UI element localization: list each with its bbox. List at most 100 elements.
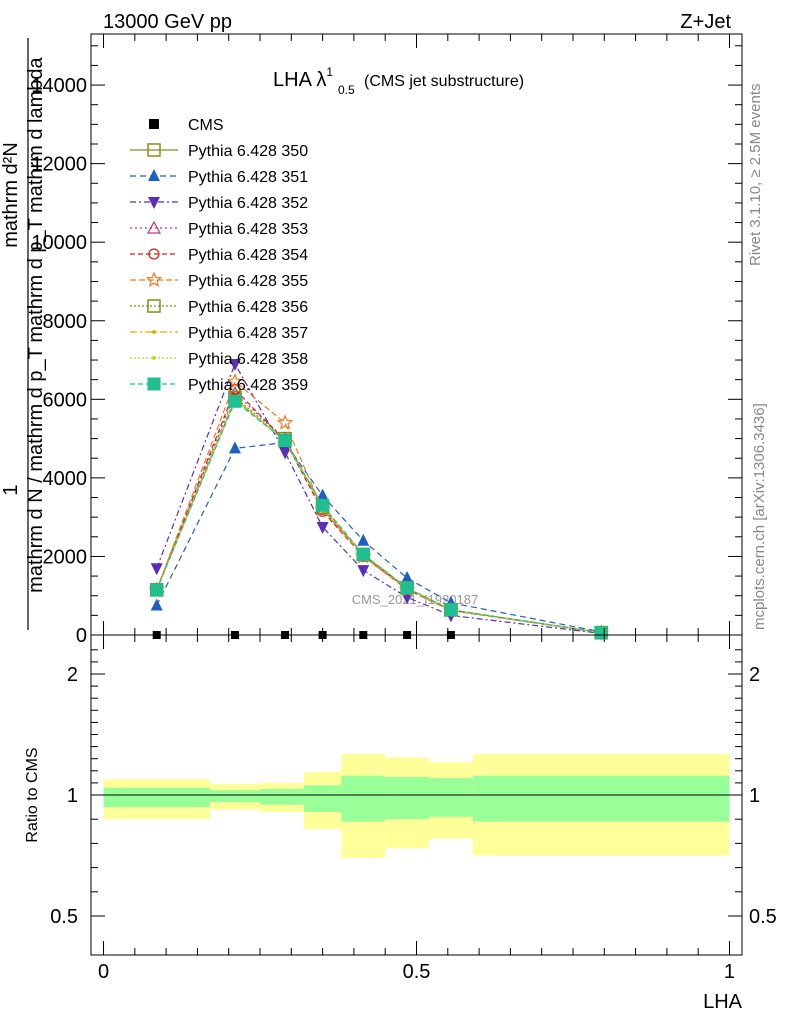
ratio-band-green	[260, 788, 304, 805]
legend-item-9: Pythia 6.428 358	[130, 351, 308, 368]
data-point-3	[279, 447, 292, 460]
xtick-label: 0	[98, 961, 109, 983]
ratio-ytick-label-right: 2	[749, 664, 760, 686]
ratio-band-green	[103, 787, 210, 808]
series-line-2	[156, 441, 602, 633]
main-title: LHA λ1 0.5 (CMS jet substructure)	[273, 65, 524, 97]
main-title-sub: 0.5	[338, 83, 355, 97]
data-point-2	[228, 441, 241, 454]
data-point-10	[150, 583, 164, 597]
legend-swatch-marker	[148, 169, 160, 181]
data-point-2	[357, 533, 370, 546]
ratio-y-label: Ratio to CMS	[24, 747, 41, 842]
main-ytick-label: 0	[76, 625, 87, 647]
main-series	[148, 358, 610, 641]
series-line-9	[156, 398, 602, 634]
ylabel-lower-line1: 1	[0, 484, 22, 495]
main-title-rest: (CMS jet substructure)	[364, 73, 524, 90]
ratio-band-green	[303, 785, 342, 812]
legend-swatch-marker	[147, 143, 161, 157]
legend-swatch-marker	[147, 299, 161, 313]
main-ytick-label: 4000	[43, 468, 88, 490]
data-point-6	[276, 414, 294, 430]
legend-label: CMS	[188, 117, 224, 134]
main-panel: 0 2000 4000 6000 8000 10000 12000 14000 CMS_202…	[0, 33, 743, 647]
legend-item-8: Pythia 6.428 357	[130, 325, 308, 342]
data-point-3	[357, 565, 370, 578]
xtick-label: 0.5	[403, 961, 431, 983]
legend-item-5: Pythia 6.428 354	[130, 247, 308, 264]
legend-item-4: Pythia 6.428 353	[130, 220, 308, 238]
legend-label: Pythia 6.428 356	[188, 299, 308, 316]
legend-swatch-marker	[145, 271, 163, 287]
main-ytick-label: 10000	[31, 232, 87, 254]
legend-item-1: Pythia 6.428 350	[130, 143, 308, 160]
ratio-band-green	[385, 776, 430, 820]
data-point-10	[278, 434, 292, 448]
svg-text:LHA λ1: LHA λ1	[273, 65, 333, 91]
ylabel-upper-line1: mathrm d²N	[0, 142, 22, 248]
data-point-3	[150, 563, 163, 576]
data-point-3	[316, 521, 329, 534]
legend-label: Pythia 6.428 355	[188, 273, 308, 290]
ratio-ytick-label-left: 2	[67, 664, 78, 686]
ratio-ytick-label-left: 1	[67, 785, 78, 807]
ylabel-upper-line2: mathrm d p_T mathrm d lambda	[25, 56, 47, 342]
legend-swatch-marker	[146, 220, 162, 234]
ylabel-lower-line2: mathrm d N / mathrm d p_T	[25, 347, 47, 593]
energy-label: 13000 GeV pp	[103, 11, 232, 33]
legend-item-3: Pythia 6.428 352	[130, 195, 308, 212]
legend-swatch-marker	[148, 248, 160, 260]
legend-label: Pythia 6.428 354	[188, 247, 308, 264]
x-axis-label: LHA	[703, 991, 743, 1013]
legend-swatch-marker	[148, 197, 160, 209]
main-y-axis: 0 2000 4000 6000 8000 10000 12000 14000	[31, 45, 742, 647]
legend-item-2: Pythia 6.428 351	[130, 169, 308, 186]
legend-label: Pythia 6.428 352	[188, 195, 308, 212]
data-point-2	[316, 488, 329, 501]
main-ytick-label: 8000	[43, 311, 88, 333]
ratio-band-green	[429, 778, 473, 817]
ratio-ytick-label-right: 0.5	[749, 906, 777, 928]
data-point-6	[226, 373, 244, 389]
legend: CMS Pythia 6.428 350 Pythia 6.428 351 Pythi…	[130, 117, 308, 394]
main-title-text: LHA λ	[273, 69, 326, 91]
data-point-10	[594, 626, 608, 640]
main-ytick-label: 12000	[31, 154, 87, 176]
data-point-10	[228, 394, 242, 408]
ratio-ytick-label-right: 1	[749, 785, 760, 807]
legend-label: Pythia 6.428 351	[188, 169, 308, 186]
rivet-label: Rivet 3.1.10, ≥ 2.5M events	[747, 84, 764, 267]
legend-item-6: Pythia 6.428 355	[130, 271, 308, 290]
process-label: Z+Jet	[680, 11, 731, 33]
main-ytick-label: 14000	[31, 75, 87, 97]
series-10	[150, 394, 608, 640]
main-title-sup: 1	[326, 65, 333, 79]
main-y-label: mathrm d²N mathrm d p_T mathrm d lambda …	[0, 38, 47, 630]
ratio-band-green	[341, 775, 386, 822]
data-point-3	[228, 358, 241, 371]
data-point-2	[150, 598, 163, 611]
legend-item-0: CMS	[149, 117, 224, 134]
data-point-10	[356, 547, 370, 561]
watermark: CMS_2021_I1920187	[352, 592, 479, 607]
ratio-y-axis: 0.5 0.5 1 1 2 2	[50, 649, 777, 928]
ratio-band-green	[209, 790, 261, 803]
legend-swatch-marker	[152, 356, 156, 360]
main-ytick-label: 2000	[43, 546, 88, 568]
legend-item-10: Pythia 6.428 359	[130, 377, 308, 394]
ratio-panel: 0.5 0.5 1 1 2 2 0 0.5 1 Ratio to CMS LHA	[24, 34, 777, 1013]
legend-label: Pythia 6.428 358	[188, 351, 308, 368]
legend-label: Pythia 6.428 353	[188, 221, 308, 238]
legend-item-7: Pythia 6.428 356	[130, 299, 308, 316]
data-point-2	[401, 571, 414, 584]
ratio-bands	[103, 753, 730, 858]
xtick-label: 1	[724, 961, 735, 983]
data-point-10	[444, 603, 458, 617]
ratio-band-green	[472, 775, 730, 822]
legend-swatch-marker	[147, 377, 161, 391]
legend-label: Pythia 6.428 350	[188, 143, 308, 160]
data-point-10	[316, 498, 330, 512]
